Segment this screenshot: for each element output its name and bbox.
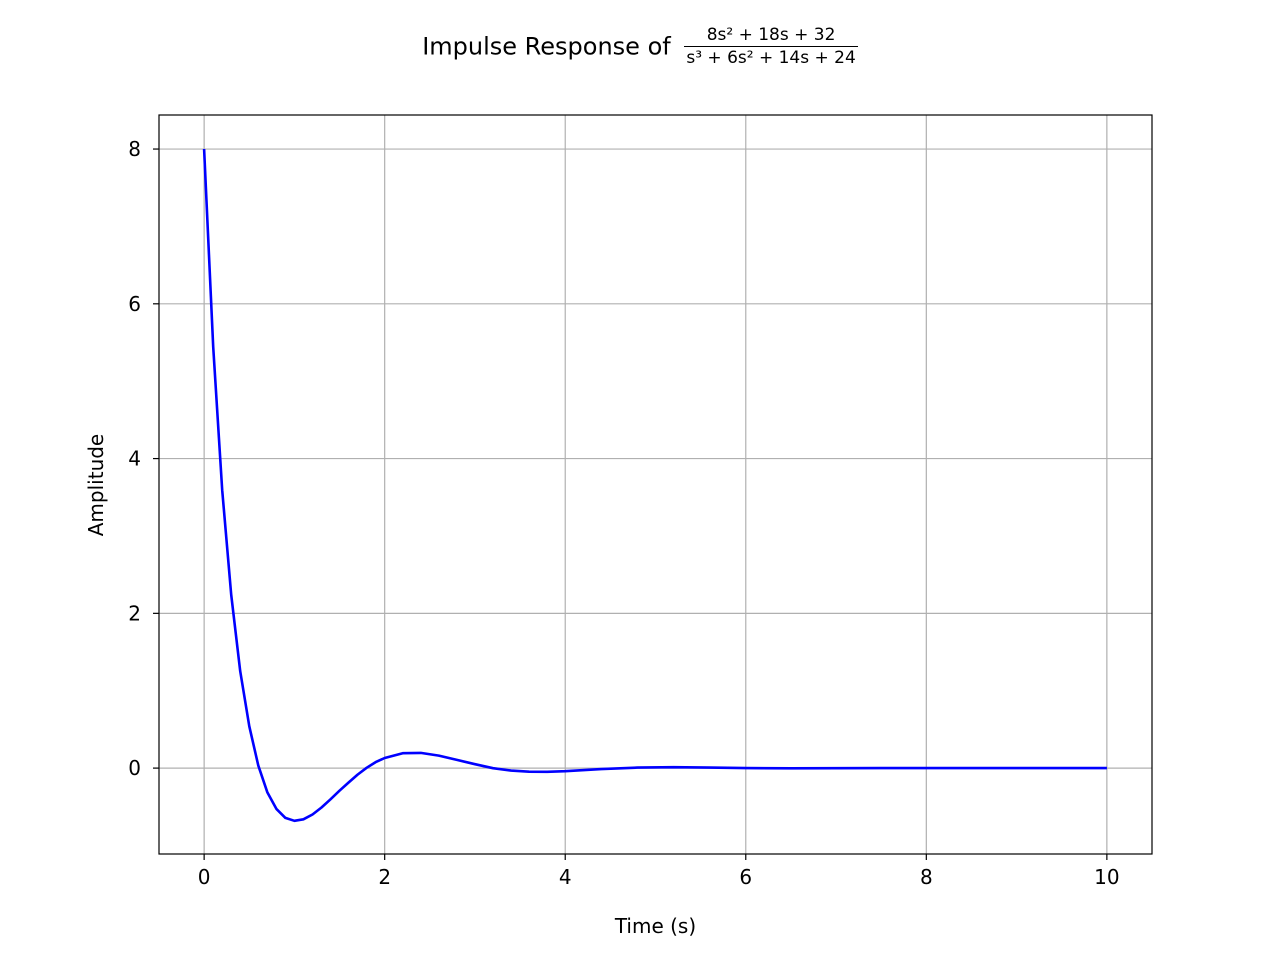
- series-line-group: [202, 148, 1107, 823]
- y-tick-label: 2: [128, 601, 141, 625]
- y-tick-label: 4: [128, 447, 141, 471]
- x-tick-label: 6: [739, 865, 752, 889]
- transfer-function-fraction: 8s² + 18s + 32 s³ + 6s² + 14s + 24: [684, 24, 858, 69]
- grid: [159, 115, 1152, 854]
- y-axis-label: Amplitude: [84, 434, 108, 537]
- x-tick-label: 4: [559, 865, 572, 889]
- y-tick-label: 6: [128, 292, 141, 316]
- x-tick-label: 10: [1094, 865, 1119, 889]
- title-text: Impulse Response of: [422, 32, 671, 61]
- chart-title: Impulse Response of 8s² + 18s + 32 s³ + …: [0, 24, 1280, 69]
- axes-frame: [158, 114, 1153, 855]
- y-tick-label: 0: [128, 756, 141, 780]
- impulse-response-line: [202, 148, 1107, 823]
- title-numerator: 8s² + 18s + 32: [684, 24, 858, 47]
- ticks: 0 2 4 6 8 10 0 2 4 6 8: [128, 137, 1119, 889]
- title-denominator: s³ + 6s² + 14s + 24: [686, 48, 856, 68]
- y-tick-label: 8: [128, 137, 141, 161]
- x-axis-label: Time (s): [614, 914, 696, 938]
- x-tick-label: 0: [198, 865, 211, 889]
- x-tick-label: 2: [378, 865, 391, 889]
- x-tick-label: 8: [920, 865, 933, 889]
